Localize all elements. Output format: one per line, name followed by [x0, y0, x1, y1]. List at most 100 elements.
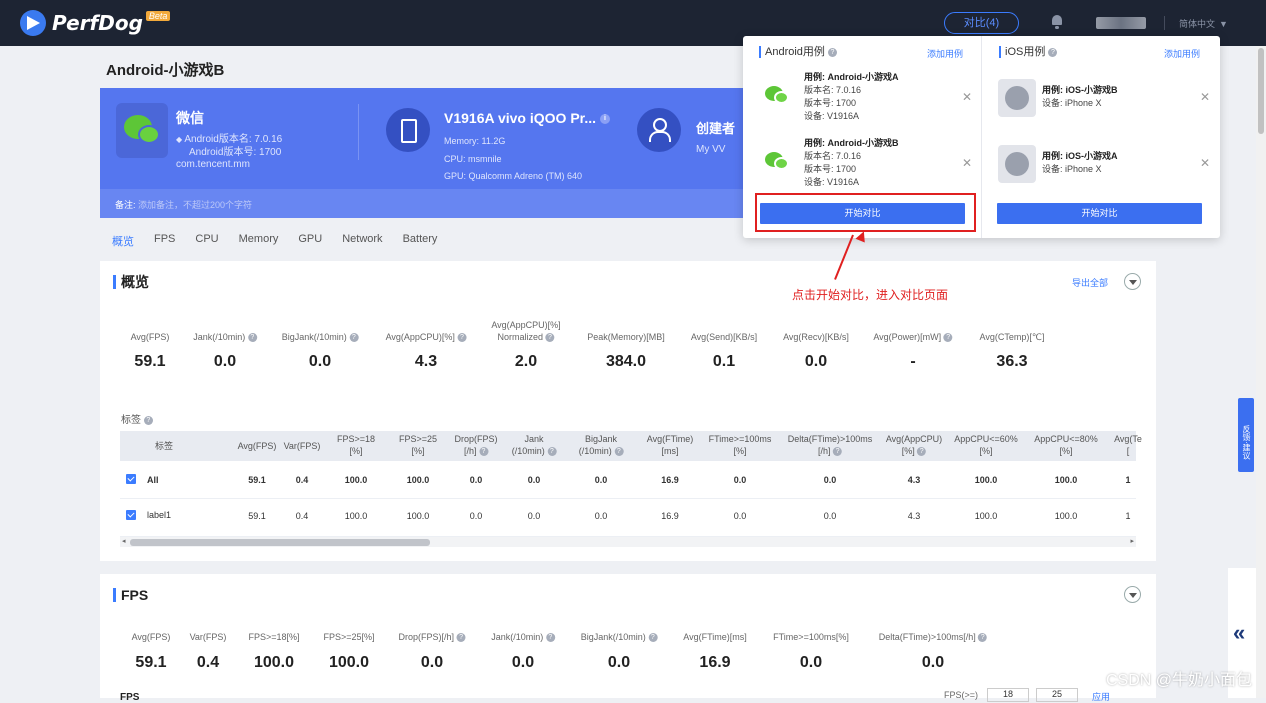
column-header[interactable]: AppCPU<=60% [%]	[954, 434, 1018, 456]
help-icon[interactable]: ?	[143, 415, 153, 425]
help-icon[interactable]: ?	[648, 633, 658, 643]
scrollbar-thumb[interactable]	[1258, 48, 1264, 134]
ios-app-icon	[998, 145, 1036, 183]
row-checkbox[interactable]	[126, 474, 136, 484]
table-cell: 100.0	[344, 511, 368, 521]
start-compare-android-button[interactable]: 开始对比	[760, 203, 965, 224]
help-icon[interactable]: ?	[1048, 47, 1058, 57]
help-icon[interactable]: ?	[545, 333, 555, 343]
feedback-tab[interactable]: 反馈·建议	[1238, 398, 1254, 472]
table-row: All 59.1 0.4 100.0 100.0 0.0 0.0 0.0 16.9 0.0 0.0 4…	[120, 461, 1136, 499]
help-icon[interactable]: ?	[827, 47, 837, 57]
add-android-case-link[interactable]: 添加用例	[927, 49, 964, 59]
tab-battery[interactable]: Battery	[402, 233, 438, 245]
table-cell: 0.0	[527, 475, 541, 485]
help-icon[interactable]: ?	[545, 633, 555, 643]
vertical-scrollbar[interactable]	[1256, 46, 1266, 698]
remove-case-close-icon[interactable]: ✕	[1200, 90, 1211, 104]
help-icon[interactable]: ?	[456, 633, 466, 643]
ios-case-2: 用例: iOS-小游戏A 设备: iPhone X	[1042, 151, 1118, 174]
apply-button[interactable]: 应用	[1092, 692, 1111, 702]
column-header[interactable]: BigJank (/10min) ?	[579, 433, 624, 457]
remove-case-close-icon[interactable]: ✕	[962, 90, 973, 104]
table-cell: 16.9	[661, 475, 679, 485]
metric-label: Avg(Send)[KB/s]	[690, 332, 758, 342]
column-header[interactable]: Avg(FTime) [ms]	[646, 434, 694, 456]
tab-fps[interactable]: FPS	[154, 233, 176, 245]
help-icon[interactable]: ?	[547, 447, 557, 457]
table-cell: 100.0	[344, 475, 368, 485]
column-header[interactable]: 标签	[155, 441, 174, 451]
fps-title: FPS	[113, 588, 148, 602]
note-bar[interactable]: 备注: 添加备注，不超过200个字符	[100, 189, 800, 218]
horizontal-scrollbar[interactable]: ◂ ▸	[120, 537, 1136, 547]
help-icon[interactable]: ?	[457, 333, 467, 343]
column-header[interactable]: Drop(FPS) [/h] ?	[454, 434, 498, 457]
metric-value: 0.4	[196, 654, 220, 671]
collapse-toggle-icon[interactable]	[1124, 586, 1141, 603]
note-input[interactable]: 添加备注，不超过200个字符	[138, 200, 253, 210]
compare-button[interactable]: 对比(4)	[944, 12, 1019, 34]
add-ios-case-link[interactable]: 添加用例	[1164, 49, 1201, 59]
scrollbar-thumb[interactable]	[130, 539, 430, 546]
row-checkbox[interactable]	[126, 510, 136, 520]
metric-value: -	[910, 353, 916, 370]
language-selector[interactable]: 简体中文 ▼	[1164, 16, 1228, 30]
help-icon[interactable]: ?	[943, 333, 953, 343]
tab-概览[interactable]: 概览	[112, 236, 134, 248]
metric-value: 59.1	[135, 654, 167, 671]
perfdog-logo[interactable]: PerfDog Beta	[20, 10, 171, 36]
metric-label: BigJank(/10min) ?	[282, 331, 359, 343]
help-icon[interactable]: ?	[917, 447, 927, 457]
scroll-right-icon[interactable]: ▸	[1130, 538, 1134, 545]
android-cases-title: Android用例 ?	[759, 46, 837, 58]
column-header[interactable]: Avg(AppCPU) [%] ?	[885, 434, 943, 457]
watermark: CSDN @牛奶小面包	[1106, 672, 1253, 689]
row-label: All	[147, 475, 159, 485]
metric-value: 59.1	[134, 353, 166, 370]
help-icon[interactable]: ?	[247, 333, 257, 343]
table-cell: 16.9	[661, 511, 679, 521]
help-icon[interactable]: ?	[479, 447, 489, 457]
fps-threshold-input-2[interactable]: 25	[1036, 688, 1078, 702]
start-compare-ios-button[interactable]: 开始对比	[997, 203, 1202, 224]
column-header[interactable]: FPS>=25 [%]	[398, 434, 438, 456]
tab-memory[interactable]: Memory	[238, 233, 279, 245]
user-account[interactable]	[1096, 17, 1146, 29]
creator-name: My VV	[696, 144, 726, 155]
column-header[interactable]: Avg(Te[	[1114, 434, 1142, 456]
tab-cpu[interactable]: CPU	[195, 233, 219, 245]
metric-label: Delta(FTime)>100ms[/h] ?	[879, 631, 988, 643]
help-icon[interactable]: ?	[349, 333, 359, 343]
collapse-toggle-icon[interactable]	[1124, 273, 1141, 290]
annotation-text: 点击开始对比，进入对比页面	[792, 288, 949, 302]
column-header[interactable]: Jank (/10min) ?	[512, 433, 557, 457]
help-icon[interactable]: ?	[978, 633, 988, 643]
collapse-left-icon[interactable]: «	[1233, 620, 1246, 645]
scroll-left-icon[interactable]: ◂	[122, 538, 126, 545]
metric-label: Jank(/10min) ?	[193, 331, 257, 343]
column-header[interactable]: FTime>=100ms [%]	[708, 434, 772, 456]
android-case-2: 用例: Android-小游戏B 版本名: 7.0.16 版本号: 1700 设…	[804, 138, 899, 187]
export-all-link[interactable]: 导出全部	[1072, 278, 1109, 288]
info-icon[interactable]: i	[600, 114, 610, 125]
remove-case-close-icon[interactable]: ✕	[1200, 156, 1211, 170]
tab-gpu[interactable]: GPU	[298, 233, 323, 245]
table-row: label1 59.1 0.4 100.0 100.0 0.0 0.0 0.0 16.9 0.0 0…	[120, 499, 1136, 537]
table-cell: 0.0	[469, 511, 483, 521]
column-header[interactable]: Delta(FTime)>100ms [/h] ?	[787, 434, 873, 457]
help-icon[interactable]: ?	[614, 447, 624, 457]
column-header[interactable]: Var(FPS)	[283, 441, 321, 451]
help-icon[interactable]: ?	[833, 447, 843, 457]
compare-popover: Android用例 ? 添加用例 iOS用例 ? 添加用例 用例: Androi…	[743, 36, 1220, 238]
column-header[interactable]: Avg(FPS)	[237, 441, 277, 451]
column-header[interactable]: FPS>=18 [%]	[336, 434, 376, 456]
fps-threshold-input-1[interactable]: 18	[987, 688, 1029, 702]
device-info-banner: 微信 ◆ Android版本名: 7.0.16 Android版本号: 1700…	[100, 88, 800, 218]
metric-value: 0.0	[308, 353, 332, 370]
tab-network[interactable]: Network	[342, 233, 383, 245]
remove-case-close-icon[interactable]: ✕	[962, 156, 973, 170]
column-header[interactable]: AppCPU<=80% [%]	[1034, 434, 1098, 456]
metric-label: Var(FPS)	[189, 632, 227, 642]
notification-bell-icon[interactable]	[1051, 15, 1063, 29]
